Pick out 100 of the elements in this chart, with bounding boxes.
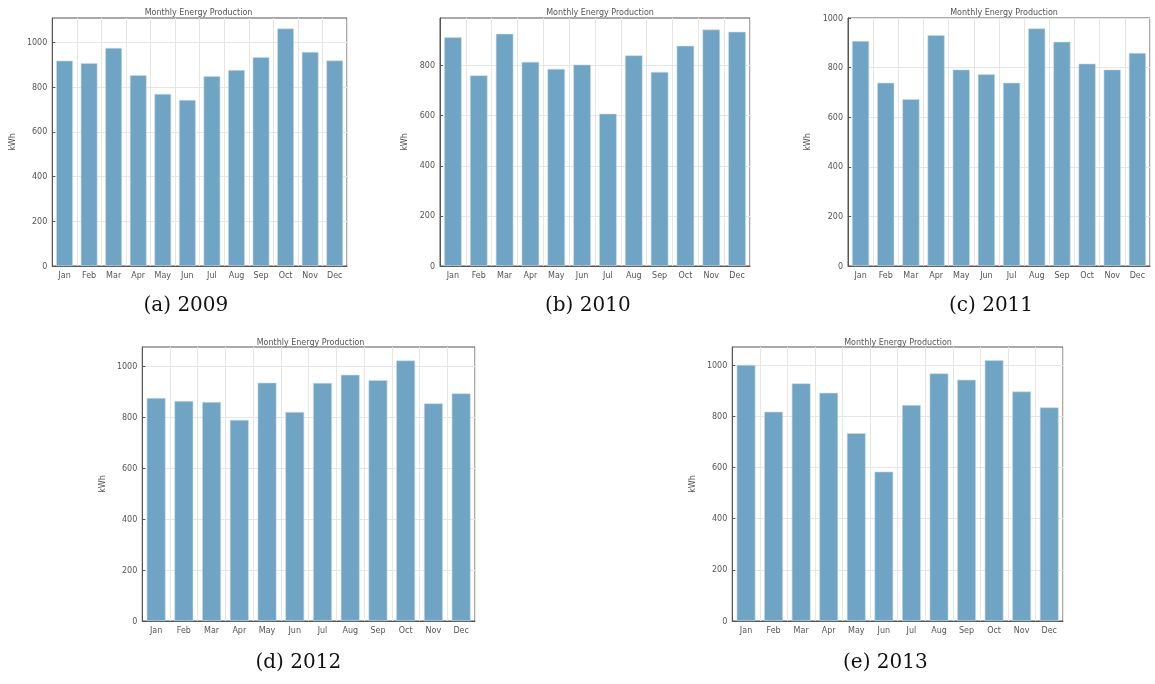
x-tick-label: Aug [1028,270,1045,280]
bar [728,31,746,266]
bar [702,29,721,266]
x-tick-label: Aug [342,625,359,635]
bar [819,392,839,621]
bar [228,70,245,266]
x-tick-label: May [154,270,172,280]
bar [952,69,970,266]
bar [764,411,783,621]
bar [1053,41,1071,266]
bar [984,360,1004,621]
bar [650,71,669,266]
x-tick-label: Dec [326,270,343,280]
y-tick-label: 400 [31,172,48,182]
bar [451,393,471,621]
bar [1028,28,1046,266]
y-tick-label: 800 [121,412,138,422]
y-axis-title: kWh [803,133,813,151]
x-tick-label: Jul [602,270,613,280]
y-axis-title: kWh [7,133,17,151]
x-tick-label: Apr [523,270,539,280]
x-tick-label: Sep [958,625,975,635]
text: (e) 2013 [843,649,928,673]
text: (c) 2011 [949,292,1034,316]
x-tick-label: Jan [445,270,460,280]
y-tick-label: 1000 [26,38,48,48]
x-tick-label: Sep [253,270,269,280]
y-tick-label: 400 [121,514,138,524]
x-tick-label: Apr [821,625,837,635]
bar [313,382,332,621]
bar [599,113,617,266]
bar [547,68,566,266]
bar [1103,69,1121,266]
y-tick-label: 1000 [116,361,138,371]
y-tick-label: 400 [419,161,435,171]
bar [252,57,270,266]
y-tick-label: 0 [722,616,728,626]
x-tick-label: Mar [903,270,920,280]
text: (d) 2012 [255,649,342,673]
x-tick-label: Jul [316,625,328,635]
y-tick-label: 1000 [706,360,728,370]
x-tick-label: Jan [853,270,867,280]
bar [179,100,196,266]
bar [396,360,416,621]
bar [340,374,360,621]
bar [444,37,462,266]
y-tick-label: 1000 [822,13,843,23]
bar [929,373,949,621]
x-tick-label: Jun [287,625,302,635]
x-tick-label: Nov [703,270,720,280]
x-tick-label: Sep [370,625,386,635]
chart-title: Monthly Energy Production [144,7,253,17]
x-tick-label: Jan [148,625,163,635]
x-tick-label: Jul [1005,270,1017,280]
x-tick-label: Oct [278,270,293,280]
bar [852,41,870,266]
x-tick-label: Aug [931,625,947,635]
bar [902,405,921,621]
x-tick-label: Aug [228,270,245,280]
bar [203,76,221,266]
x-tick-label: Jan [738,625,753,635]
x-tick-label: Apr [232,625,247,635]
x-tick-label: Sep [1054,270,1070,280]
bar [846,433,866,621]
y-tick-label: 400 [711,514,728,524]
bar [154,93,172,266]
x-tick-label: Jan [57,270,71,280]
y-tick-label: 0 [132,616,138,626]
y-tick-label: 800 [31,82,48,92]
x-tick-label: Mar [204,625,220,635]
bar [573,64,591,266]
y-axis-title: kWh [687,475,697,493]
x-tick-label: Apr [131,270,146,280]
bar [277,28,294,266]
bar [129,75,147,266]
y-tick-label: 0 [429,261,435,271]
y-tick-label: 600 [711,463,728,472]
bar [1078,63,1096,266]
x-tick-label: Dec [453,625,469,635]
x-tick-label: May [547,270,565,280]
chart-title: Monthly Energy Production [844,337,952,347]
text: (a) 2009 [143,292,229,316]
bar [326,60,344,266]
x-tick-label: Nov [302,270,319,280]
bar [1012,391,1032,621]
x-tick-label: May [848,625,865,635]
x-tick-label: Mar [793,625,810,635]
x-tick-label: Feb [82,270,97,280]
bar [521,61,540,266]
bar [1039,407,1059,621]
bar [257,382,277,621]
y-axis-title: kWh [400,133,410,151]
x-tick-label: Mar [106,270,122,280]
y-tick-label: 200 [31,216,48,226]
x-tick-label: Dec [1129,270,1146,280]
y-tick-label: 800 [711,411,728,421]
x-tick-label: Oct [1080,270,1095,280]
y-tick-label: 600 [827,112,843,122]
bar [927,35,945,266]
bar [736,364,756,621]
